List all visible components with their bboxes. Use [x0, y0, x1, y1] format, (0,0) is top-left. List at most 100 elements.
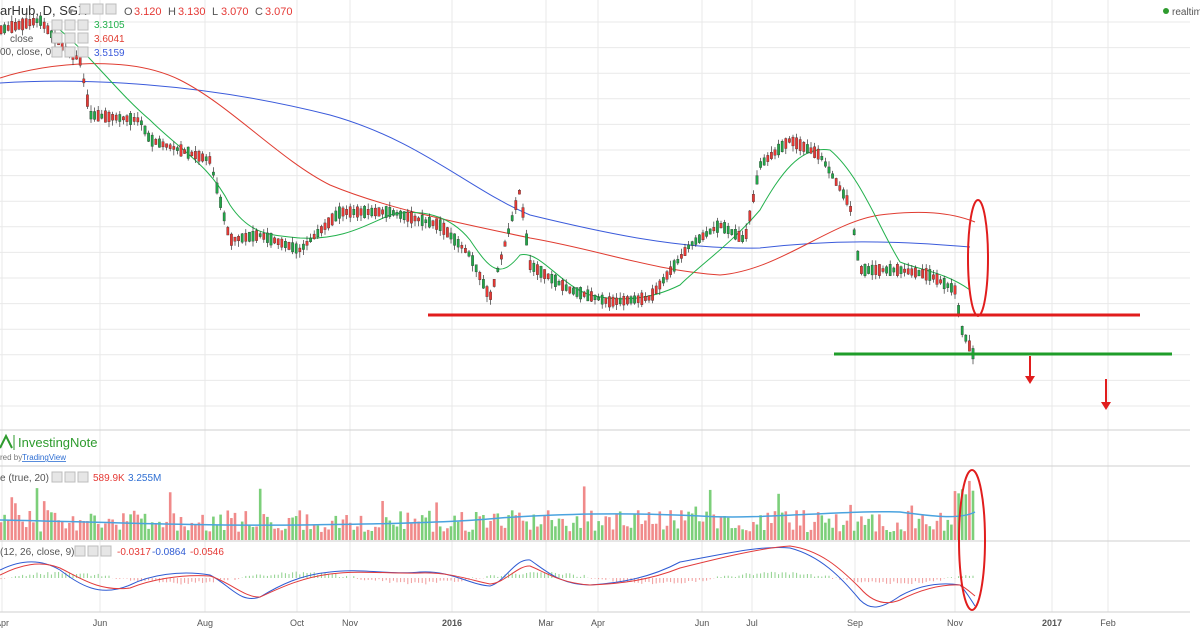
volume-bar: [410, 524, 413, 540]
candle: [119, 114, 121, 121]
x-tick-label: Oct: [290, 618, 305, 628]
volume-bar: [90, 514, 93, 540]
close-icon[interactable]: [78, 33, 88, 43]
candle: [644, 296, 646, 300]
candle: [554, 275, 556, 287]
macd-bar: [937, 578, 938, 580]
candle: [810, 148, 812, 153]
macd-bar: [893, 578, 894, 582]
volume-bar: [104, 523, 107, 540]
volume-bar: [745, 530, 748, 540]
macd-bar: [224, 578, 225, 580]
macd-bar: [526, 573, 527, 578]
volume-bar: [677, 528, 680, 540]
close-icon[interactable]: [78, 472, 88, 482]
settings-icon[interactable]: [65, 47, 75, 57]
volume-bar: [623, 525, 626, 540]
macd-bar: [595, 578, 596, 579]
candle: [795, 138, 797, 149]
volume-bar: [471, 530, 474, 540]
macd-bar: [620, 578, 621, 581]
candle: [932, 275, 934, 280]
close-icon[interactable]: [78, 47, 88, 57]
macd-bar: [616, 578, 617, 582]
symbol-title[interactable]: arHub, D, SGX: [0, 3, 87, 18]
powered-by-text: red by: [0, 453, 22, 462]
volume-bar: [144, 514, 147, 540]
candle: [309, 238, 311, 242]
close-icon[interactable]: [106, 4, 116, 14]
volume-bar: [709, 490, 712, 540]
candle: [871, 265, 873, 275]
eye-icon[interactable]: [80, 4, 90, 14]
close-icon[interactable]: [101, 546, 111, 556]
volume-bar: [219, 515, 222, 540]
candle: [353, 209, 355, 215]
candle: [569, 287, 571, 293]
candle: [219, 197, 221, 208]
volume-label: e (true, 20): [0, 473, 49, 484]
volume-bar: [374, 527, 377, 540]
macd-bar: [703, 578, 704, 581]
close-label: C: [255, 6, 263, 18]
volume-bar: [911, 506, 914, 540]
settings-icon[interactable]: [93, 4, 103, 14]
candle: [626, 296, 628, 304]
close-icon[interactable]: [78, 20, 88, 30]
macd-bar: [429, 578, 430, 582]
candle: [259, 234, 261, 237]
volume-bar: [601, 525, 604, 540]
volume-bar: [507, 515, 510, 540]
volume-bar: [320, 532, 323, 540]
volume-bar: [684, 520, 687, 540]
volume-bar: [626, 526, 629, 540]
volume-bar: [306, 514, 309, 540]
candle: [421, 215, 423, 226]
volume-bar: [885, 530, 888, 540]
volume-bar: [918, 519, 921, 540]
volume-bar: [414, 519, 417, 540]
eye-icon[interactable]: [52, 33, 62, 43]
volume-bar: [727, 518, 730, 540]
candle: [450, 233, 452, 239]
macd-bar: [746, 573, 747, 578]
eye-icon[interactable]: [75, 546, 85, 556]
candle: [839, 186, 841, 191]
chevron-down-icon[interactable]: ▾: [68, 6, 74, 18]
candle: [525, 234, 527, 245]
candle: [911, 269, 913, 276]
settings-icon[interactable]: [65, 472, 75, 482]
macd-label: (12, 26, close, 9): [0, 547, 74, 558]
settings-icon[interactable]: [88, 546, 98, 556]
volume-bar: [324, 527, 327, 540]
down-arrow: [1025, 356, 1035, 384]
candle: [601, 295, 603, 304]
macd-bar: [375, 578, 376, 581]
macd-bar: [519, 575, 520, 578]
settings-icon[interactable]: [65, 20, 75, 30]
eye-icon[interactable]: [52, 20, 62, 30]
candle: [788, 139, 790, 143]
macd-bar: [191, 578, 192, 582]
candle: [857, 251, 859, 260]
tradingview-link[interactable]: TradingView: [22, 453, 66, 462]
macd-bar: [184, 578, 185, 583]
candle: [147, 133, 149, 141]
macd-bar: [735, 577, 736, 578]
volume-bar: [723, 516, 726, 540]
macd-bar: [515, 574, 516, 578]
eye-icon[interactable]: [52, 47, 62, 57]
settings-icon[interactable]: [65, 33, 75, 43]
macd-bar: [22, 575, 23, 578]
macd-bar: [670, 578, 671, 582]
candle: [637, 296, 639, 303]
volume-bar: [137, 515, 140, 540]
eye-icon[interactable]: [52, 472, 62, 482]
volume-ma-value: 3.255M: [128, 473, 161, 484]
macd-bar: [559, 574, 560, 578]
candle: [335, 211, 337, 221]
macd-bar: [562, 575, 563, 578]
macd-bar: [407, 578, 408, 584]
candle: [115, 115, 117, 120]
